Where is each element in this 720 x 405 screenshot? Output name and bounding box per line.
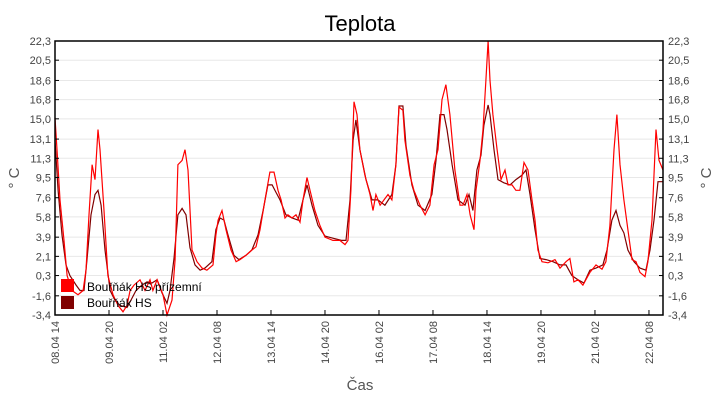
y-tick-label-right: 15,0: [668, 114, 689, 126]
y-tick-label-left: 18,6: [30, 75, 51, 87]
y-tick-label-right: 11,3: [668, 153, 689, 165]
x-tick-label: 12.04 08: [212, 321, 224, 364]
y-tick-label-left: 5,8: [36, 212, 51, 224]
y-tick-label-left: -1,6: [32, 291, 51, 303]
y-tick-label-left: 9,5: [36, 172, 51, 184]
x-tick-label: 08.04 14: [50, 321, 62, 364]
y-tick-label-right: 0,3: [668, 271, 683, 283]
y-tick-label-left: 16,8: [30, 95, 51, 107]
y-axis-ticks: 22,3 22,3 20,5 20,5 18,6 18,6 16,8 16,8 15,0 15,0…: [30, 36, 690, 322]
y-tick-label-left: 0,3: [36, 271, 51, 283]
x-tick-label: 14.04 20: [320, 321, 332, 364]
series-line-prizemni: [54, 40, 664, 318]
legend-swatch-prizemni: [61, 279, 74, 292]
legend-label-prizemni: Bouřňák HS přízemní: [87, 280, 202, 294]
x-tick-label: 09.04 20: [104, 321, 116, 364]
y-tick-label-left: 20,5: [30, 55, 51, 67]
series-group: [54, 40, 664, 318]
y-tick-label-right: 20,5: [668, 55, 689, 67]
y-tick-label-left: 22,3: [30, 36, 51, 48]
y-tick-label-right: 7,6: [668, 193, 683, 205]
y-tick-label-left: 15,0: [30, 114, 51, 126]
y-tick-label-left: -3,4: [32, 310, 51, 322]
x-axis-label: Čas: [347, 377, 374, 394]
x-axis-ticks: 08.04 14 09.04 20 11.04 02 12.04 08 13.04 14…: [50, 310, 656, 364]
x-tick-label: 11.04 02: [158, 321, 170, 363]
y-tick-label-right: -1,6: [668, 291, 687, 303]
y-tick-label-right: 22,3: [668, 36, 689, 48]
y-tick-label-right: 5,8: [668, 212, 683, 224]
x-tick-label: 17.04 08: [428, 321, 440, 364]
x-tick-label: 13.04 14: [266, 321, 278, 364]
y-tick-label-left: 7,6: [36, 193, 51, 205]
y-tick-label-right: 3,9: [668, 232, 683, 244]
legend: Bouřňák HS přízemní Bouřňák HS: [61, 279, 202, 310]
x-tick-label: 16.04 02: [374, 321, 386, 364]
y-axis-label-left: ° C: [6, 167, 23, 188]
chart-title: Teplota: [325, 11, 397, 36]
x-tick-label: 18.04 14: [482, 321, 494, 364]
y-tick-label-right: 9,5: [668, 172, 683, 184]
y-tick-label-right: -3,4: [668, 310, 687, 322]
y-tick-label-left: 2,1: [36, 251, 51, 263]
legend-label-hs: Bouřňák HS: [87, 296, 152, 310]
x-tick-label: 21.04 02: [590, 321, 602, 364]
y-tick-label-right: 2,1: [668, 251, 683, 263]
y-tick-label-right: 13,1: [668, 134, 689, 146]
y-axis-label-right: ° C: [698, 167, 715, 188]
y-tick-label-left: 11,3: [30, 153, 51, 165]
plot-frame: [54, 40, 664, 316]
y-tick-label-right: 16,8: [668, 95, 689, 107]
x-tick-label: 19.04 20: [536, 321, 548, 364]
y-tick-label-left: 13,1: [30, 134, 51, 146]
y-tick-label-left: 3,9: [36, 232, 51, 244]
y-tick-label-right: 18,6: [668, 75, 689, 87]
legend-swatch-hs: [61, 296, 74, 309]
x-tick-label: 22.04 08: [644, 321, 656, 364]
